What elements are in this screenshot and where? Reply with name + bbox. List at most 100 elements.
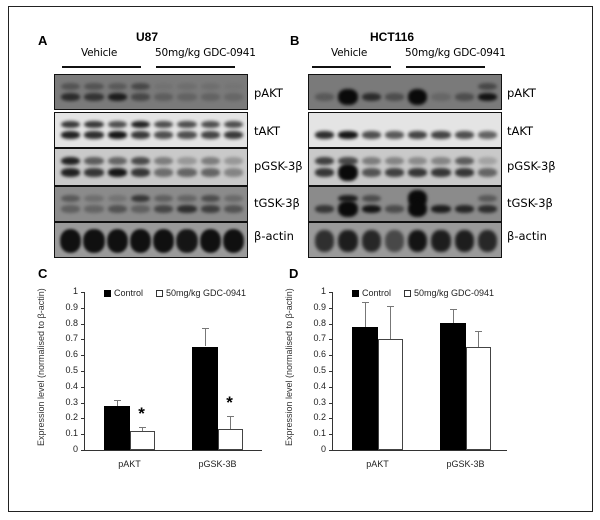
blot-band xyxy=(154,120,174,129)
y-tick-label: 0.9 xyxy=(313,301,326,312)
blot-band xyxy=(384,230,404,252)
error-bar xyxy=(230,416,232,429)
blot-band xyxy=(200,156,220,166)
blot-band xyxy=(177,156,197,166)
blot-band xyxy=(130,156,150,166)
blot-band xyxy=(223,120,243,129)
blot-band xyxy=(130,205,150,214)
blot-band xyxy=(61,205,81,214)
blot-band xyxy=(61,230,81,252)
y-tick xyxy=(329,371,332,372)
group-line-vehicle-a xyxy=(62,66,141,68)
x-category-label: pGSK-3B xyxy=(198,459,237,469)
legend-label-control: Control xyxy=(114,288,144,298)
blot-band xyxy=(384,205,404,214)
blot-band xyxy=(408,201,428,218)
blot-band xyxy=(177,93,197,102)
blot-band xyxy=(454,168,474,177)
blot-band xyxy=(154,194,174,203)
blot-band xyxy=(408,168,428,177)
blot-band xyxy=(84,205,104,214)
blot-band xyxy=(315,131,335,140)
blot-label-a-takt: tAKT xyxy=(254,124,281,138)
error-bar-cap xyxy=(113,400,121,402)
blot-band xyxy=(61,120,81,129)
legend-swatch-control xyxy=(104,289,111,297)
error-bar xyxy=(142,427,144,432)
y-tick xyxy=(329,324,332,325)
legend-swatch-treated xyxy=(156,289,164,297)
blot-band xyxy=(61,168,81,177)
y-axis-label: Expression level (normalised to β-actin) xyxy=(36,288,46,446)
y-axis xyxy=(84,292,85,451)
blot-band xyxy=(338,201,358,218)
blot-band xyxy=(154,156,174,166)
error-bar xyxy=(452,308,454,323)
legend-label-control: Control xyxy=(362,288,392,298)
blot-band xyxy=(408,131,428,140)
legend-swatch-treated xyxy=(404,289,412,297)
y-tick xyxy=(81,308,84,309)
y-tick-label: 0.6 xyxy=(313,349,326,360)
blot-band xyxy=(200,230,220,252)
blot-label-b-pakt: pAKT xyxy=(507,86,536,100)
western-blot-b-row-2 xyxy=(308,112,502,148)
blot-label-b-takt: tAKT xyxy=(507,124,534,138)
blot-band xyxy=(431,156,451,166)
blot-band xyxy=(200,205,220,214)
panel-letter-c: C xyxy=(38,266,48,281)
y-tick-label: 0.4 xyxy=(313,380,326,391)
blot-label-b-bactin: β-actin xyxy=(507,229,547,243)
bar-control-pakt xyxy=(352,326,378,450)
error-bar-cap xyxy=(387,306,395,308)
panel-letter-b: B xyxy=(290,33,300,48)
error-bar xyxy=(390,306,392,340)
y-tick-label: 0.6 xyxy=(65,349,78,360)
blot-band xyxy=(130,120,150,129)
blot-label-b-tgsk3b: tGSK-3β xyxy=(507,196,553,210)
blot-band xyxy=(361,156,381,166)
blot-band xyxy=(315,93,335,102)
y-tick xyxy=(81,339,84,340)
error-bar-cap xyxy=(475,330,483,332)
blot-band xyxy=(361,205,381,214)
chart-legend: Control 50mg/kg GDC-0941 xyxy=(352,288,494,298)
blot-band xyxy=(84,120,104,129)
blot-band xyxy=(431,205,451,214)
y-tick xyxy=(81,418,84,419)
blot-band xyxy=(107,168,127,177)
y-tick-label: 0.5 xyxy=(313,365,326,375)
blot-band xyxy=(431,93,451,102)
group-label-vehicle-b: Vehicle xyxy=(331,47,368,59)
bar-treated-pakt xyxy=(377,339,403,450)
blot-band xyxy=(315,168,335,177)
blot-band xyxy=(154,168,174,177)
blot-band xyxy=(107,230,127,252)
chart-legend: Control 50mg/kg GDC-0941 xyxy=(104,288,246,298)
y-tick xyxy=(329,403,332,404)
blot-band xyxy=(477,168,497,177)
blot-band xyxy=(454,93,474,102)
blot-band xyxy=(107,156,127,166)
y-tick xyxy=(81,450,84,451)
blot-band xyxy=(315,230,335,252)
group-label-treated-b: 50mg/kg GDC-0941 xyxy=(405,47,506,59)
y-tick xyxy=(329,308,332,309)
y-tick xyxy=(81,355,84,356)
group-label-vehicle-a: Vehicle xyxy=(81,47,118,59)
blot-band xyxy=(477,205,497,214)
panel-letter-a: A xyxy=(38,33,48,48)
panel-letter-d: D xyxy=(289,266,299,281)
y-tick xyxy=(81,371,84,372)
blot-band xyxy=(84,156,104,166)
blot-label-a-pgsk3b: pGSK-3β xyxy=(254,159,303,173)
blot-band xyxy=(384,131,404,140)
blot-band xyxy=(223,168,243,177)
group-line-vehicle-b xyxy=(312,66,391,68)
blot-band xyxy=(223,230,243,252)
bar-treated-pakt xyxy=(129,431,155,450)
blot-label-a-pakt: pAKT xyxy=(254,86,283,100)
blot-band xyxy=(477,93,497,102)
group-line-treated-b xyxy=(406,66,485,68)
y-tick xyxy=(81,292,84,293)
